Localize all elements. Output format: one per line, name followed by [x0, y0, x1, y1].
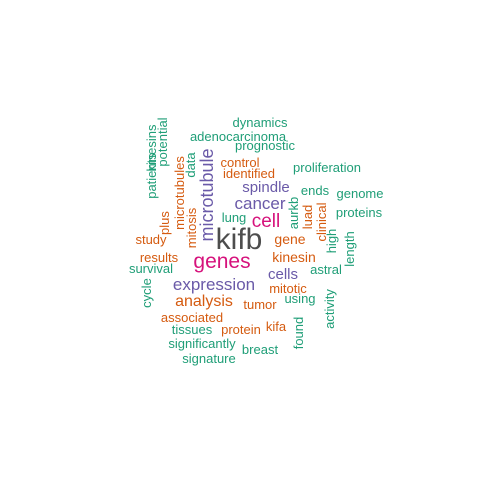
word-significantly: significantly	[168, 336, 236, 351]
word-identified: identified	[223, 166, 275, 181]
word-proliferation: proliferation	[293, 160, 361, 175]
word-found: found	[291, 317, 306, 350]
word-data: data	[183, 152, 198, 178]
word-mitosis: mitosis	[184, 207, 199, 248]
word-high: high	[324, 229, 339, 254]
word-length: length	[342, 231, 357, 266]
word-protein: protein	[221, 322, 261, 337]
word-mitotic: mitotic	[269, 281, 307, 296]
word-aurkb: aurkb	[286, 197, 301, 230]
word-cycle: cycle	[139, 278, 154, 308]
word-luad: luad	[300, 205, 315, 230]
word-activity: activity	[322, 289, 337, 329]
word-study: study	[135, 232, 167, 247]
word-lung: lung	[222, 210, 247, 225]
word-cell: cell	[252, 211, 281, 232]
word-adenocarcinoma: adenocarcinoma	[190, 129, 287, 144]
word-cells: cells	[268, 266, 298, 283]
word-tissues: tissues	[172, 322, 213, 337]
word-cancer: cancer	[234, 194, 285, 213]
word-kifa: kifa	[266, 319, 287, 334]
word-analysis: analysis	[175, 293, 233, 310]
word-gene: gene	[274, 231, 305, 247]
word-survival: survival	[129, 261, 173, 276]
word-kinesins: kinesins	[144, 124, 159, 171]
word-expression: expression	[173, 275, 255, 294]
word-breast: breast	[242, 342, 279, 357]
word-tumor: tumor	[243, 297, 277, 312]
word-microtubule: microtubule	[197, 148, 217, 241]
word-astral: astral	[310, 262, 342, 277]
word-genes: genes	[193, 250, 250, 273]
word-spindle: spindle	[242, 179, 290, 196]
word-ends: ends	[301, 183, 330, 198]
word-associated: associated	[161, 310, 223, 325]
word-potential: potential	[155, 117, 170, 166]
word-kifb: kifb	[216, 223, 263, 256]
word-control: control	[220, 155, 259, 170]
word-using: using	[284, 291, 315, 306]
word-proteins: proteins	[336, 205, 383, 220]
word-plus: plus	[157, 211, 172, 235]
word-genome: genome	[337, 186, 384, 201]
word-prognostic: prognostic	[235, 138, 295, 153]
word-signature: signature	[182, 351, 235, 366]
word-clinical: clinical	[314, 202, 329, 241]
word-kinesin: kinesin	[272, 249, 316, 265]
word-microtubules: microtubules	[172, 156, 187, 230]
word-results: results	[140, 250, 179, 265]
word-dynamics: dynamics	[233, 115, 288, 130]
word-patients: patients	[144, 153, 159, 199]
